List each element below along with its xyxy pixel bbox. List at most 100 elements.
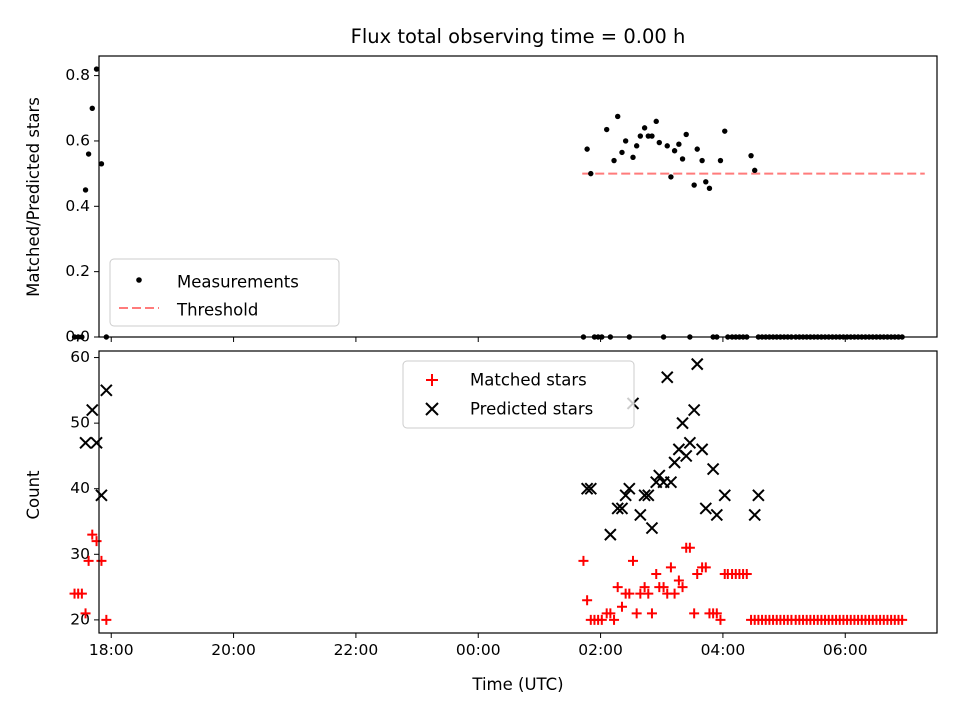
matched-star-point	[692, 568, 703, 579]
top-panel: Flux total observing time = 0.00 h Match…	[24, 25, 938, 346]
matched-star-point	[101, 614, 112, 625]
measurement-point	[694, 146, 700, 152]
measurement-point	[619, 149, 625, 156]
matched-star-point	[76, 588, 87, 599]
top-y-tick-label: 0.4	[65, 197, 90, 215]
measurement-point	[752, 167, 758, 174]
measurement-point	[611, 157, 617, 164]
matched-star-point	[689, 608, 700, 619]
matched-star-point	[578, 555, 589, 566]
measurement-point	[622, 138, 629, 144]
predicted-star-point	[638, 489, 651, 502]
measurement-point	[683, 131, 689, 138]
top-y-tick-label: 0.2	[65, 262, 90, 280]
measurement-point	[98, 161, 105, 167]
measurement-point	[630, 154, 636, 160]
measurement-point	[679, 156, 686, 162]
predicted-star-point	[748, 508, 761, 522]
predicted-star-point	[611, 502, 624, 515]
x-tick-label: 18:00	[89, 641, 134, 659]
matched-star-point	[658, 582, 669, 593]
predicted-star-point	[710, 508, 724, 522]
x-tick-label: 02:00	[578, 641, 623, 659]
matched-star-point	[684, 542, 695, 553]
predicted-star-point	[668, 456, 681, 469]
legend-matched-label: Matched stars	[470, 371, 587, 390]
measurement-point	[671, 148, 678, 154]
measurement-point	[676, 141, 682, 147]
matched-star-point	[711, 608, 722, 619]
bottom-y-tick-label: 50	[70, 414, 90, 432]
top-y-tick-label: 0.8	[65, 66, 90, 84]
measurement-point	[699, 157, 705, 164]
chart-title: Flux total observing time = 0.00 h	[351, 25, 686, 48]
x-tick-label: 06:00	[823, 641, 868, 659]
bottom-y-tick-label: 30	[70, 545, 90, 563]
predicted-star-point	[687, 403, 701, 417]
bottom-legend: Matched stars Predicted stars	[402, 360, 635, 429]
legend-threshold-label: Threshold	[176, 301, 258, 320]
matched-star-point	[897, 614, 908, 625]
predicted-star-point	[676, 416, 689, 430]
matched-star-point	[669, 588, 680, 599]
matched-star-point	[96, 555, 107, 566]
matched-star-point	[646, 608, 657, 619]
predicted-star-point	[691, 357, 704, 371]
matched-star-point	[651, 568, 662, 579]
top-y-axis-label: Matched/Predicted stars	[24, 97, 43, 297]
measurement-point	[615, 113, 621, 120]
matched-star-point	[80, 608, 91, 619]
measurement-point	[641, 125, 648, 131]
legend-predicted-label: Predicted stars	[470, 400, 593, 419]
measurement-point	[668, 174, 674, 180]
predicted-star-point	[86, 403, 99, 417]
matched-star-point	[605, 608, 616, 619]
legend-matched-marker	[426, 374, 438, 386]
matched-star-point	[665, 562, 676, 573]
predicted-star-point	[653, 469, 666, 482]
measurement-point	[85, 151, 92, 157]
matched-star-point	[627, 555, 638, 566]
matched-star-point	[624, 588, 635, 599]
matched-star-point	[616, 601, 627, 612]
measurement-point	[649, 133, 655, 139]
measurement-point	[637, 133, 644, 139]
predicted-star-point	[706, 462, 720, 476]
measurement-point	[588, 170, 594, 177]
matched-star-point	[612, 582, 623, 593]
measurement-point	[703, 179, 709, 185]
legend-predicted-marker	[425, 402, 439, 416]
predicted-star-point	[699, 502, 712, 515]
legend-measurements-label: Measurements	[177, 273, 299, 292]
matched-star-point	[643, 588, 654, 599]
measurement-point	[748, 152, 754, 159]
matched-star-point	[91, 536, 102, 547]
matched-star-point	[631, 608, 642, 619]
top-y-tick-label: 0.6	[65, 131, 90, 149]
predicted-star-point	[580, 482, 594, 495]
measurement-point	[722, 128, 728, 134]
predicted-star-point	[634, 508, 647, 522]
measurement-point	[79, 334, 85, 340]
predicted-star-point	[683, 436, 697, 450]
predicted-star-point	[584, 482, 597, 495]
matched-star-point	[87, 529, 98, 540]
measurement-point	[691, 182, 697, 188]
matched-star-point	[700, 562, 711, 573]
x-tick-label: 00:00	[456, 641, 501, 659]
measurement-point	[89, 105, 95, 111]
predicted-star-point	[604, 528, 617, 541]
predicted-star-point	[619, 489, 632, 502]
predicted-star-point	[95, 489, 108, 502]
matched-star-point	[83, 555, 94, 566]
top-legend: Measurements Threshold	[109, 258, 340, 327]
measurement-point	[603, 126, 610, 133]
measurement-point	[584, 146, 590, 152]
predicted-star-point	[642, 489, 655, 502]
measurement-point	[633, 143, 640, 149]
predicted-star-point	[645, 521, 659, 535]
predicted-star-point	[680, 449, 693, 463]
